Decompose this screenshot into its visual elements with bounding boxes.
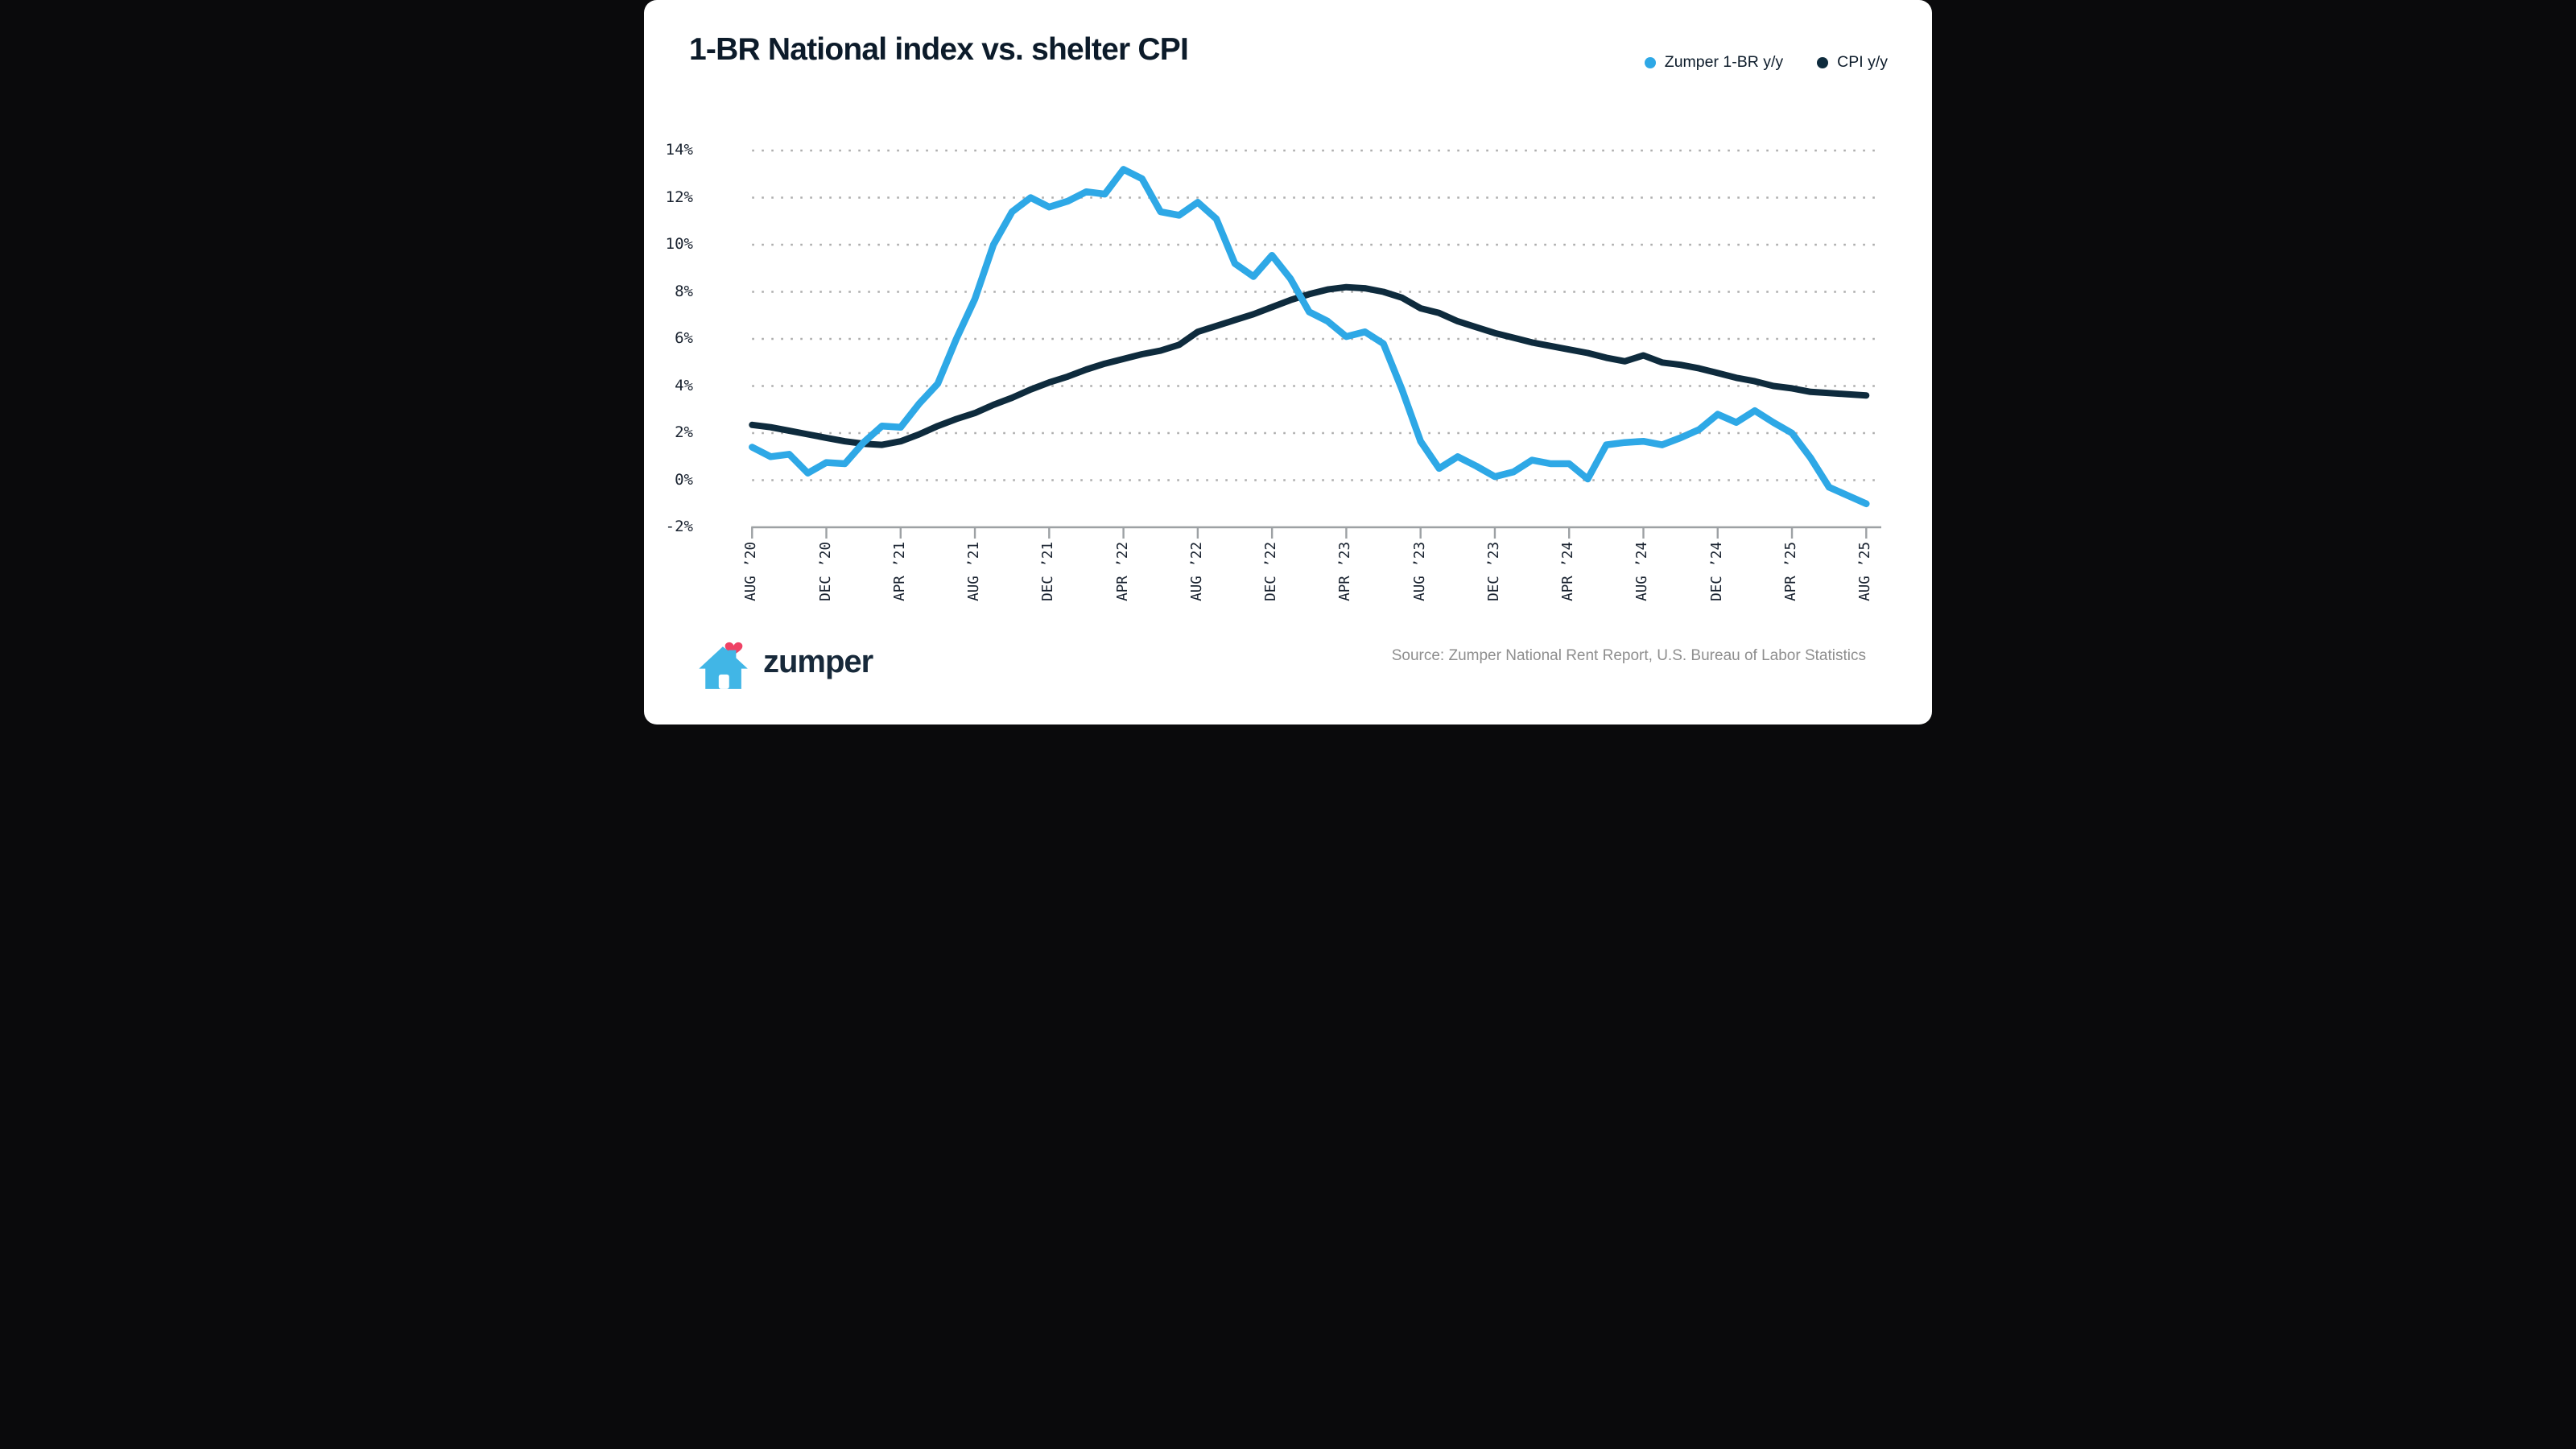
brand-wordmark: zumper <box>763 643 873 679</box>
x-axis-label: APR ’24 <box>1560 542 1577 601</box>
x-axis-label: APR ’23 <box>1337 542 1354 601</box>
source-text: Source: Zumper National Rent Report, U.S… <box>1391 647 1866 664</box>
x-axis-label: APR ’22 <box>1114 542 1131 601</box>
report-card: 1-BR National index vs. shelter CPI Zump… <box>644 0 1932 724</box>
y-axis-label: -2% <box>665 518 693 535</box>
cpi-line <box>749 283 1870 448</box>
cpi-series-dot-icon <box>1817 56 1829 68</box>
legend: Zumper 1-BR y/y CPI y/y <box>1644 53 1888 72</box>
y-axis-label: 14% <box>665 141 693 159</box>
x-axis-label: AUG ’22 <box>1188 542 1205 601</box>
x-axis-label: DEC ’21 <box>1040 542 1057 601</box>
x-axis-label: APR ’25 <box>1783 542 1800 601</box>
brand-logo: zumper <box>696 633 873 691</box>
legend-item-zumper: Zumper 1-BR y/y <box>1644 53 1784 72</box>
x-axis-label: DEC ’22 <box>1263 542 1280 601</box>
chart-svg <box>749 149 1881 539</box>
x-axis-label: AUG ’21 <box>966 542 983 601</box>
zumper-series-dot-icon <box>1644 56 1656 68</box>
y-axis-label: 12% <box>665 188 693 206</box>
y-axis-label: 0% <box>675 470 693 489</box>
y-axis-label: 4% <box>675 376 693 394</box>
y-axis-label: 8% <box>675 282 693 300</box>
zumper-line <box>749 166 1870 508</box>
gridlines <box>752 149 1881 481</box>
legend-label-zumper: Zumper 1-BR y/y <box>1664 53 1784 71</box>
legend-item-cpi: CPI y/y <box>1817 53 1888 72</box>
x-axis-label: DEC ’20 <box>817 542 834 601</box>
x-axis-label: AUG ’23 <box>1411 542 1428 601</box>
y-axis-label: 6% <box>675 329 693 347</box>
x-axis <box>751 526 1881 539</box>
page-title: 1-BR National index vs. shelter CPI <box>689 32 1189 67</box>
x-axis-label: AUG ’20 <box>743 542 760 601</box>
x-axis-label: DEC ’24 <box>1708 542 1725 601</box>
x-axis-label: DEC ’23 <box>1485 542 1502 601</box>
zumper-house-icon <box>699 642 748 689</box>
y-axis-label: 10% <box>665 235 693 253</box>
y-axis-label: 2% <box>675 423 693 441</box>
x-axis-label: AUG ’24 <box>1634 542 1651 601</box>
x-axis-label: AUG ’25 <box>1857 542 1874 601</box>
x-axis-label: APR ’21 <box>891 542 908 601</box>
legend-label-cpi: CPI y/y <box>1837 53 1888 71</box>
